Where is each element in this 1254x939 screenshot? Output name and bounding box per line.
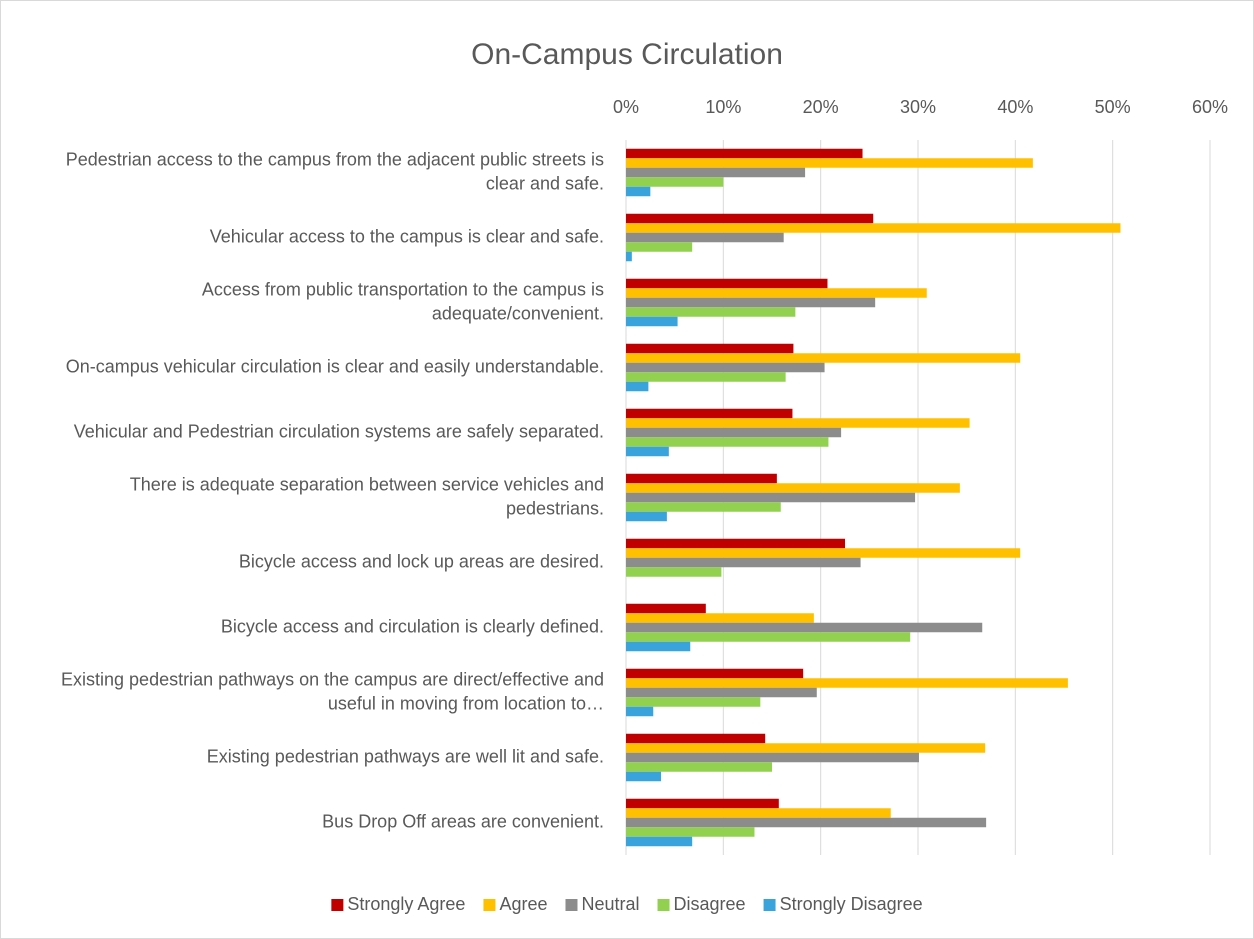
y-tick-label: Vehicular and Pedestrian circulation sys… [74, 421, 604, 441]
bar [626, 251, 632, 262]
bar [626, 278, 828, 289]
bar [626, 762, 772, 772]
bar [626, 733, 766, 744]
bar [626, 167, 806, 178]
bar [626, 798, 779, 809]
y-tick-label: Bicycle access and circulation is clearl… [221, 616, 604, 636]
bar [626, 232, 784, 243]
bar [626, 213, 874, 224]
bar [626, 186, 651, 197]
y-tick-label: Bus Drop Off areas are convenient. [322, 811, 604, 831]
bar [626, 771, 662, 782]
chart-title: On-Campus Circulation [471, 38, 783, 71]
bar [626, 557, 861, 568]
bar [626, 148, 863, 159]
legend-swatch [331, 899, 344, 911]
bar [626, 511, 667, 522]
x-tick-label: 60% [1192, 97, 1228, 117]
bar [626, 632, 911, 642]
bar [626, 836, 693, 847]
bar [626, 567, 722, 577]
legend-label: Agree [499, 894, 547, 914]
y-tick-label: Vehicular access to the campus is clear … [210, 226, 604, 246]
y-tick-label: On-campus vehicular circulation is clear… [66, 356, 604, 376]
bar [626, 548, 1021, 558]
bar [626, 641, 691, 652]
bar [626, 603, 706, 614]
y-tick-label: Existing pedestrian pathways are well li… [207, 746, 604, 766]
bar [626, 678, 1068, 688]
bar [626, 668, 804, 679]
legend-label: Strongly Agree [347, 894, 465, 914]
bar [626, 381, 649, 392]
bar [626, 288, 927, 298]
y-tick-label: There is adequate separation between ser… [130, 474, 604, 518]
bar [626, 362, 825, 373]
bar [626, 223, 1121, 233]
bar [626, 706, 654, 717]
bar [626, 316, 678, 327]
x-tick-label: 30% [900, 97, 936, 117]
bar [626, 307, 796, 317]
bar [626, 502, 781, 512]
bar [626, 538, 845, 549]
bar [626, 743, 986, 753]
legend-label: Disagree [674, 894, 746, 914]
bar [626, 408, 793, 419]
bar [626, 418, 970, 428]
bar [626, 372, 786, 382]
bar [626, 242, 693, 252]
y-tick-label: Pedestrian access to the campus from the… [66, 149, 604, 193]
bar [626, 827, 755, 837]
bar [626, 622, 983, 633]
x-tick-label: 50% [1095, 97, 1131, 117]
bar [626, 697, 761, 707]
bar [626, 353, 1021, 363]
bar [626, 437, 829, 447]
bar [626, 808, 891, 818]
bar [626, 687, 817, 698]
bar [626, 817, 987, 828]
legend-swatch [483, 899, 496, 911]
bar [626, 177, 724, 187]
legend-label: Strongly Disagree [780, 894, 923, 914]
x-tick-label: 0% [613, 97, 639, 117]
bar [626, 473, 777, 484]
bar [626, 492, 916, 503]
bar [626, 752, 919, 763]
legend-swatch [657, 899, 670, 911]
legend-swatch [565, 899, 578, 911]
bar [626, 483, 960, 493]
bar [626, 427, 842, 438]
y-tick-label: Bicycle access and lock up areas are des… [239, 551, 604, 571]
bar [626, 158, 1033, 168]
bar [626, 613, 814, 623]
bar [626, 297, 876, 308]
bar [626, 343, 794, 354]
y-tick-label: Access from public transportation to the… [202, 279, 604, 323]
bar [626, 446, 669, 457]
x-tick-label: 40% [997, 97, 1033, 117]
x-tick-label: 20% [803, 97, 839, 117]
y-tick-label: Existing pedestrian pathways on the camp… [61, 669, 604, 713]
legend-swatch [763, 899, 776, 911]
x-tick-label: 10% [705, 97, 741, 117]
legend-label: Neutral [581, 894, 639, 914]
